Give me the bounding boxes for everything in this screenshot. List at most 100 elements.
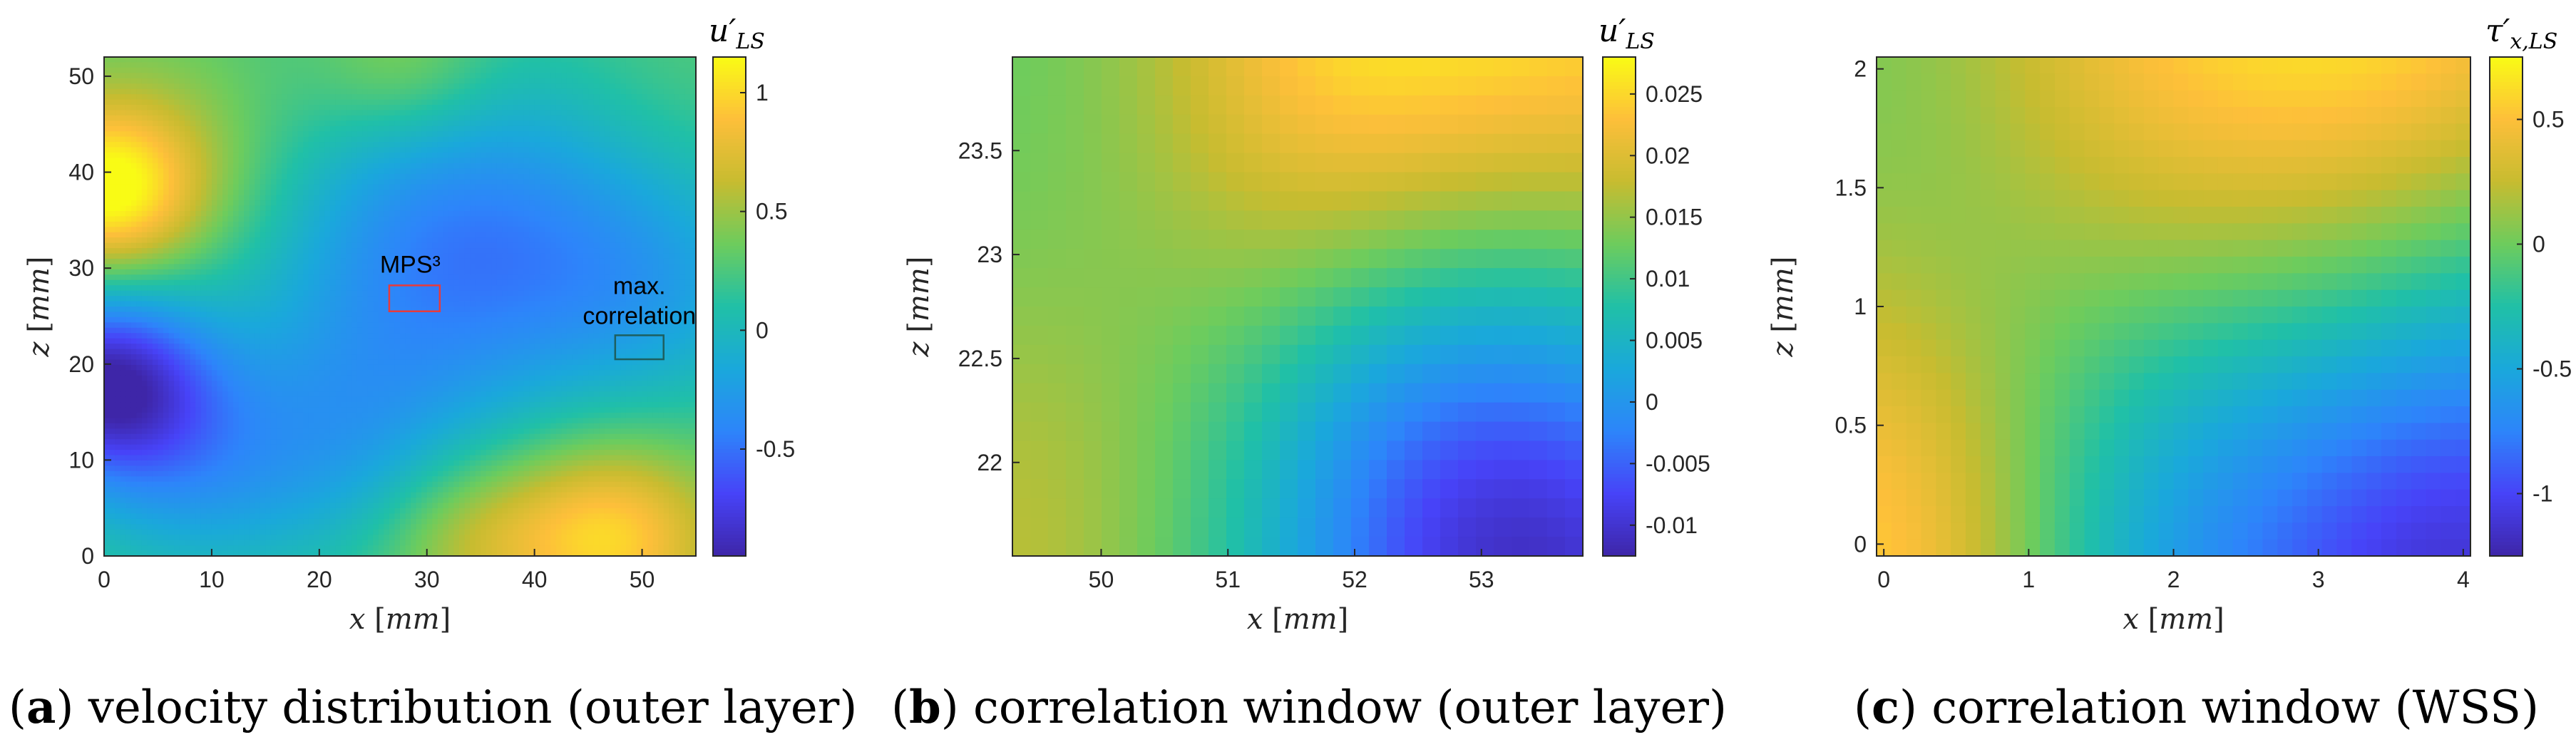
heatmap-cell <box>141 503 148 509</box>
heatmap-cell <box>303 142 309 148</box>
heatmap-cell <box>244 524 250 530</box>
heatmap-cell <box>115 216 121 222</box>
heatmap-cell <box>378 120 384 127</box>
heatmap-cell <box>152 460 159 467</box>
heatmap-cell <box>287 142 293 148</box>
heatmap-cell <box>179 67 185 73</box>
heatmap-cell <box>351 279 358 286</box>
heatmap-cell <box>104 237 111 244</box>
heatmap-cell <box>120 535 126 541</box>
heatmap-cell <box>255 221 261 227</box>
heatmap-cell <box>270 131 277 138</box>
heatmap-cell <box>174 439 180 445</box>
heatmap-cell <box>120 264 126 270</box>
heatmap-cell <box>314 232 320 238</box>
heatmap-cell <box>227 227 234 233</box>
heatmap-cell <box>104 115 111 121</box>
heatmap-cell <box>185 205 191 212</box>
heatmap-cell <box>341 513 347 520</box>
heatmap-cell <box>136 274 143 281</box>
heatmap-cell <box>346 158 352 164</box>
heatmap-cell <box>260 105 266 111</box>
heatmap-cell <box>141 545 148 552</box>
heatmap-cell <box>227 311 234 318</box>
heatmap-cell <box>260 115 266 121</box>
heatmap-cell <box>217 407 223 413</box>
heatmap-cell <box>168 450 175 456</box>
heatmap-cell <box>329 258 337 265</box>
heatmap-cell <box>303 370 309 376</box>
heatmap-cell <box>356 210 363 217</box>
heatmap-cell <box>303 99 309 105</box>
heatmap-cell <box>120 94 126 101</box>
heatmap-cell <box>238 545 245 552</box>
heatmap-cell <box>314 279 320 286</box>
heatmap-cell <box>346 498 352 504</box>
heatmap-cell <box>367 513 374 520</box>
heatmap-cell <box>329 418 337 424</box>
heatmap-cell <box>233 513 240 520</box>
heatmap-cell <box>195 57 202 63</box>
heatmap-cell <box>185 455 191 461</box>
heatmap-cell <box>125 518 132 525</box>
heatmap-cell <box>260 57 266 63</box>
heatmap-cell <box>238 311 245 318</box>
heatmap-cell <box>346 83 352 90</box>
heatmap-cell <box>287 503 293 509</box>
heatmap-cell <box>362 115 369 121</box>
heatmap-cell <box>163 232 170 238</box>
heatmap-cell <box>125 67 132 73</box>
heatmap-cell <box>195 364 202 371</box>
heatmap-cell <box>319 125 325 132</box>
heatmap-cell <box>362 498 369 504</box>
heatmap-cell <box>174 450 180 456</box>
heatmap-cell <box>227 498 234 504</box>
heatmap-cell <box>329 444 337 450</box>
heatmap-cell <box>276 279 282 286</box>
heatmap-cell <box>265 131 272 138</box>
heatmap-cell <box>255 535 261 541</box>
heatmap-cell <box>125 433 132 440</box>
heatmap-cell <box>249 524 255 530</box>
heatmap-cell <box>152 364 159 371</box>
heatmap-cell <box>130 227 137 233</box>
heatmap-cell <box>356 433 363 440</box>
heatmap-cell <box>335 354 342 361</box>
heatmap-cell <box>104 503 111 509</box>
heatmap-cell <box>222 105 229 111</box>
heatmap-cell <box>179 503 185 509</box>
heatmap-cell <box>335 99 342 105</box>
heatmap-cell <box>233 205 240 212</box>
heatmap-cell <box>367 418 374 424</box>
heatmap-cell <box>222 179 229 185</box>
heatmap-cell <box>292 508 299 515</box>
heatmap-cell <box>319 470 325 477</box>
heatmap-cell <box>314 136 320 143</box>
heatmap-cell <box>147 460 153 467</box>
heatmap-cell <box>303 518 309 525</box>
heatmap-cell <box>384 131 390 138</box>
heatmap-cell <box>233 237 240 244</box>
heatmap-cell <box>125 359 132 366</box>
heatmap-cell <box>233 248 240 254</box>
heatmap-cell <box>356 248 363 254</box>
heatmap-cell <box>147 391 153 398</box>
heatmap-cell <box>276 412 282 418</box>
heatmap-cell <box>222 423 229 429</box>
heatmap-cell <box>109 110 116 116</box>
heatmap-cell <box>356 492 363 498</box>
heatmap-cell <box>319 381 325 387</box>
heatmap-cell <box>378 195 384 201</box>
heatmap-cell <box>249 237 255 244</box>
heatmap-cell <box>195 131 202 138</box>
heatmap-cell <box>324 131 331 138</box>
heatmap-cell <box>303 359 309 366</box>
heatmap-cell <box>244 359 250 366</box>
heatmap-cell <box>168 67 175 73</box>
heatmap-cell <box>190 327 196 334</box>
heatmap-cell <box>163 322 170 329</box>
heatmap-cell <box>265 67 272 73</box>
heatmap-cell <box>319 344 325 350</box>
heatmap-cell <box>152 264 159 270</box>
heatmap-cell <box>120 476 126 483</box>
